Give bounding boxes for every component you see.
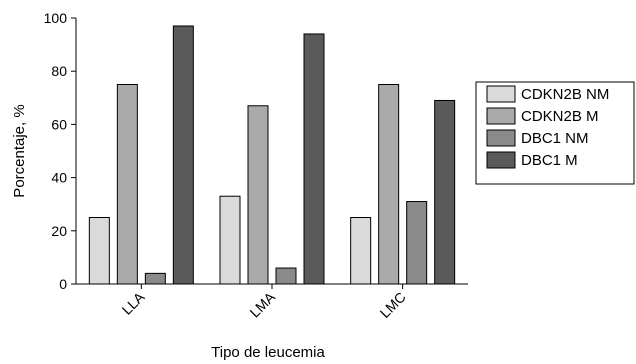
legend-label: DBC1 NM bbox=[521, 130, 589, 147]
legend-swatch bbox=[486, 151, 516, 169]
x-axis-title: Tipo de leucemia bbox=[211, 344, 325, 361]
bar-lma-dbc1-nm bbox=[275, 267, 297, 285]
x-tick-label: LMA bbox=[246, 288, 278, 320]
y-axis-title: Porcentaje, % bbox=[11, 104, 28, 197]
y-tick-label: 60 bbox=[51, 116, 67, 132]
bar-lmc-cdkn2b-m bbox=[378, 84, 400, 285]
y-tick-label: 40 bbox=[51, 170, 67, 186]
bar-lma-cdkn2b-m bbox=[247, 105, 269, 285]
bar-lmc-dbc1-m bbox=[434, 99, 456, 285]
bar-lmc-cdkn2b-nm bbox=[350, 217, 372, 285]
legend-swatch bbox=[486, 107, 516, 125]
bar-lla-dbc1-nm bbox=[144, 272, 166, 285]
x-tick-label: LMC bbox=[377, 289, 409, 321]
legend-swatch bbox=[486, 85, 516, 103]
bar-lla-cdkn2b-m bbox=[116, 84, 138, 285]
x-tick-label: LLA bbox=[119, 288, 148, 317]
x-axis-ticks: LLA LMA LMC bbox=[119, 284, 409, 321]
legend-label: CDKN2B M bbox=[521, 108, 599, 125]
legend-items: CDKN2B NM CDKN2B M DBC1 NM DBC1 M bbox=[486, 85, 609, 169]
plot-area: 0 20 40 60 80 100 LLA LMA LMC bbox=[44, 10, 468, 321]
bar-lmc-dbc1-nm bbox=[406, 201, 428, 285]
bar-lma-dbc1-m bbox=[303, 33, 325, 285]
legend: CDKN2B NM CDKN2B M DBC1 NM DBC1 M bbox=[475, 81, 635, 185]
y-tick-label: 80 bbox=[51, 63, 67, 79]
y-tick-label: 20 bbox=[51, 223, 67, 239]
y-tick-label: 0 bbox=[59, 276, 67, 292]
bars bbox=[88, 25, 456, 285]
legend-swatch bbox=[486, 129, 516, 147]
bar-lma-cdkn2b-nm bbox=[219, 195, 241, 285]
y-tick-label: 100 bbox=[44, 10, 68, 26]
legend-label: DBC1 M bbox=[521, 152, 578, 169]
bar-lla-cdkn2b-nm bbox=[88, 217, 110, 285]
y-axis-ticks: 0 20 40 60 80 100 bbox=[44, 10, 76, 292]
bar-lla-dbc1-m bbox=[172, 25, 194, 285]
legend-label: CDKN2B NM bbox=[521, 86, 609, 103]
